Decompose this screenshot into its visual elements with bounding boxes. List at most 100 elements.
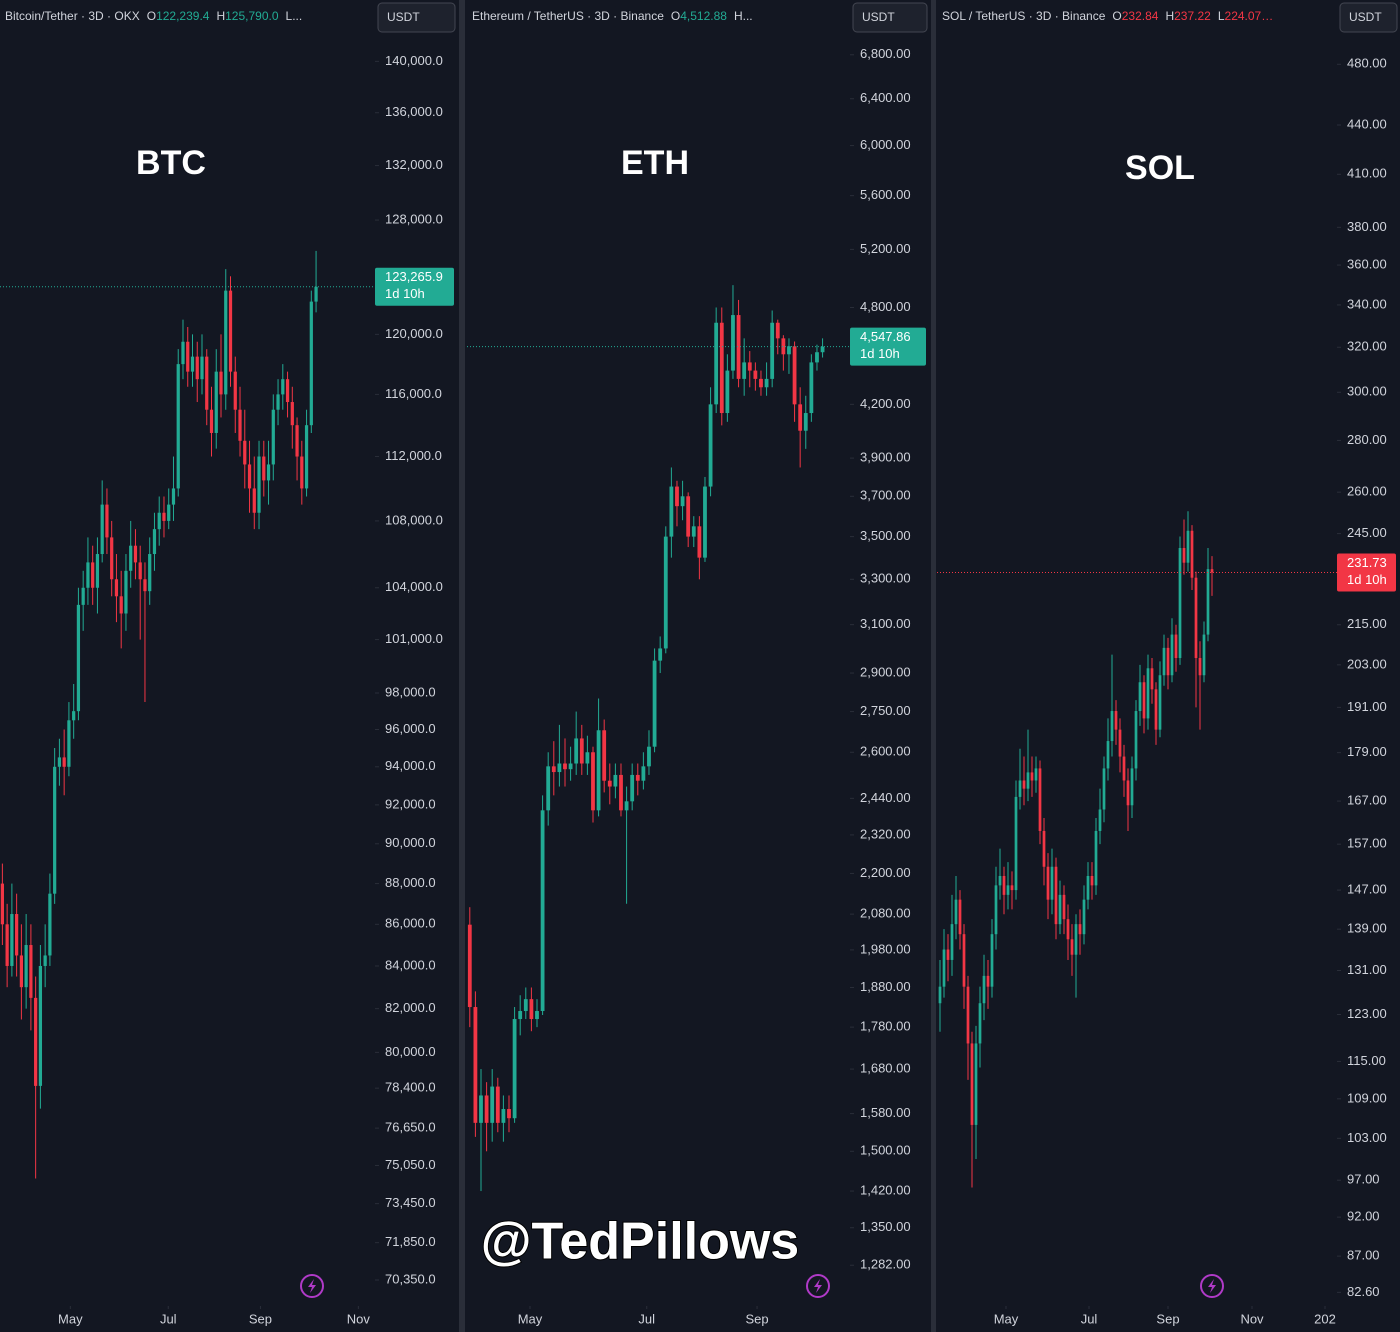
candle-body — [529, 999, 534, 1020]
currency-button[interactable] — [852, 2, 928, 33]
countdown-label: 1d 10h — [1347, 572, 1387, 587]
lightning-icon[interactable] — [806, 1274, 830, 1298]
y-tick-label: 6,800.00 — [860, 46, 911, 61]
last-price-label: 123,265.9 — [385, 269, 443, 284]
candle-body — [67, 720, 71, 767]
y-tick-label: 6,000.00 — [860, 137, 911, 152]
candle-body — [1126, 780, 1130, 806]
candle-body — [1146, 668, 1150, 719]
currency-label[interactable]: USDT — [1349, 10, 1382, 24]
y-tick-label: 87.00 — [1347, 1248, 1380, 1263]
currency-label[interactable]: USDT — [862, 10, 895, 24]
candle-body — [190, 356, 195, 372]
y-tick-label: 280.00 — [1347, 432, 1387, 447]
y-tick-label: 136,000.0 — [385, 104, 443, 119]
y-tick-label: 96,000.0 — [385, 721, 436, 736]
y-tick-label: 300.00 — [1347, 384, 1387, 399]
candle-body — [798, 404, 803, 431]
y-tick-label: 94,000.0 — [385, 758, 436, 773]
candle-body — [982, 975, 986, 1004]
candle-body — [803, 413, 808, 431]
candle-body — [691, 526, 696, 537]
x-tick-label: Sep — [249, 1311, 272, 1326]
currency-button[interactable] — [377, 2, 456, 33]
candle-body — [0, 883, 4, 925]
candle-body — [1194, 577, 1198, 659]
ohlc-value: 122,239.4 — [156, 9, 210, 23]
y-tick-label: 147.00 — [1347, 882, 1387, 897]
y-tick-label: 2,440.00 — [860, 790, 911, 805]
y-tick-label: 3,300.00 — [860, 571, 911, 586]
y-tick-label: 78,400.0 — [385, 1080, 436, 1095]
y-tick-label: 167.00 — [1347, 793, 1387, 808]
candle-body — [579, 738, 584, 764]
y-tick-label: 1,680.00 — [860, 1061, 911, 1076]
candle-body — [1106, 741, 1110, 769]
candle-body — [990, 934, 994, 987]
ohlc-value: 237.22 — [1174, 9, 1211, 23]
candle-body — [703, 486, 707, 558]
x-tick-label: Nov — [1240, 1311, 1264, 1326]
last-price-tag — [375, 267, 454, 306]
candle-body — [1042, 830, 1046, 867]
candle-body — [613, 774, 618, 787]
y-tick-label: 157.00 — [1347, 836, 1387, 851]
y-tick-label: 380.00 — [1347, 219, 1387, 234]
y-tick-label: 104,000.0 — [385, 579, 443, 594]
y-tick-label: 84,000.0 — [385, 957, 436, 972]
candle-body — [34, 997, 38, 1086]
candle-body — [1114, 711, 1118, 730]
candle-body — [148, 554, 152, 592]
candle-body — [1162, 647, 1166, 676]
candle-body — [171, 488, 176, 505]
y-tick-label: 340.00 — [1347, 296, 1387, 311]
candle-body — [557, 763, 562, 773]
y-tick-label: 70,350.0 — [385, 1271, 436, 1286]
candle-body — [1086, 875, 1090, 900]
currency-button[interactable] — [1339, 2, 1398, 33]
candle-body — [181, 341, 185, 365]
candle-body — [1198, 658, 1202, 676]
candle-body — [731, 315, 735, 371]
panel-separator — [459, 0, 465, 1332]
candle-body — [663, 536, 668, 649]
candle-body — [1022, 780, 1026, 789]
lightning-icon[interactable] — [1200, 1274, 1224, 1298]
y-tick-label: 2,080.00 — [860, 906, 911, 921]
ohlc-key: O — [1112, 9, 1121, 23]
candle-body — [725, 370, 730, 414]
candle-body — [262, 456, 266, 481]
candle-body — [57, 757, 62, 767]
currency-label[interactable]: USDT — [387, 10, 420, 24]
candle-body — [719, 322, 724, 414]
candle-body — [775, 322, 780, 339]
y-tick-label: 139.00 — [1347, 921, 1387, 936]
chart-header: SOL / TetherUS · 3D · Binance O232.84 H237… — [942, 9, 1273, 23]
y-tick-label: 82.60 — [1347, 1284, 1380, 1299]
candle-body — [950, 924, 954, 960]
candle-body — [1182, 548, 1186, 563]
candle-body — [1210, 569, 1214, 573]
x-tick-label: 202 — [1314, 1311, 1336, 1326]
candle-body — [276, 394, 280, 410]
candle-body — [257, 456, 261, 513]
candle-body — [1062, 894, 1066, 920]
lightning-bolt — [308, 1279, 316, 1293]
candle-body — [978, 1003, 982, 1044]
candle-body — [271, 409, 275, 465]
y-tick-label: 179.00 — [1347, 744, 1387, 759]
candle-body — [820, 346, 825, 353]
chart-panel: Bitcoin/Tether · 3D · OKX O122,239.4 H125,… — [0, 2, 456, 1326]
y-tick-label: 1,980.00 — [860, 941, 911, 956]
candle-body — [974, 1043, 978, 1125]
candle-body — [994, 885, 998, 935]
lightning-icon[interactable] — [300, 1274, 324, 1298]
candle-body — [1178, 548, 1182, 659]
candle-body — [473, 1007, 478, 1123]
candle-body — [24, 945, 28, 988]
y-tick-label: 88,000.0 — [385, 875, 436, 890]
ohlc-value: 125,790.0 — [225, 9, 279, 23]
candle-body — [1138, 682, 1142, 712]
